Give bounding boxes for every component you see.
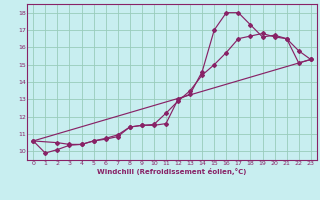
X-axis label: Windchill (Refroidissement éolien,°C): Windchill (Refroidissement éolien,°C) bbox=[97, 168, 247, 175]
